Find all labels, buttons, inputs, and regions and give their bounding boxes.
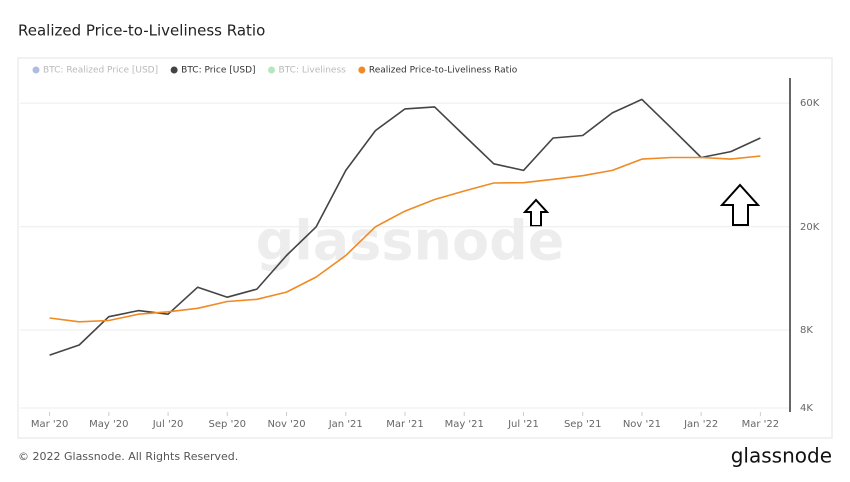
legend-label: BTC: Price [USD] [181, 66, 255, 76]
legend-marker [268, 66, 276, 74]
y-tick-label: 20K [800, 222, 820, 233]
arrow-annotation [522, 198, 550, 227]
legend-marker [170, 66, 178, 74]
legend-marker [358, 66, 366, 74]
x-tick-label: Nov '20 [267, 419, 305, 430]
x-tick-label: Jan '22 [683, 419, 718, 430]
legend-marker [32, 66, 40, 74]
x-tick-label: Jul '21 [507, 419, 539, 430]
x-tick-label: Sep '21 [564, 419, 602, 430]
x-tick-label: Jul '20 [152, 419, 184, 430]
legend-label: BTC: Liveliness [279, 66, 347, 76]
x-tick-label: Nov '21 [623, 419, 661, 430]
watermark: glassnode [256, 210, 565, 273]
y-tick-label: 8K [800, 325, 813, 336]
x-tick-label: May '21 [445, 419, 484, 430]
x-tick-label: Mar '22 [742, 419, 780, 430]
legend-label: BTC: Realized Price [USD] [43, 66, 158, 76]
x-tick-label: May '20 [89, 419, 128, 430]
chart-frame [17, 57, 833, 439]
copyright: © 2022 Glassnode. All Rights Reserved. [18, 450, 238, 463]
chart-title: Realized Price-to-Liveliness Ratio [18, 22, 265, 40]
series-line [49, 98, 761, 356]
arrow-annotation [719, 183, 761, 226]
x-tick-label: Sep '20 [209, 419, 247, 430]
x-tick-label: Mar '20 [31, 419, 69, 430]
legend-label: Realized Price-to-Liveliness Ratio [369, 66, 518, 76]
series-line [49, 155, 761, 323]
y-tick-label: 4K [800, 403, 813, 414]
y-tick-label: 60K [800, 98, 820, 109]
logo: glassnode [731, 444, 832, 468]
x-tick-label: Jan '21 [328, 419, 363, 430]
x-tick-label: Mar '21 [386, 419, 424, 430]
